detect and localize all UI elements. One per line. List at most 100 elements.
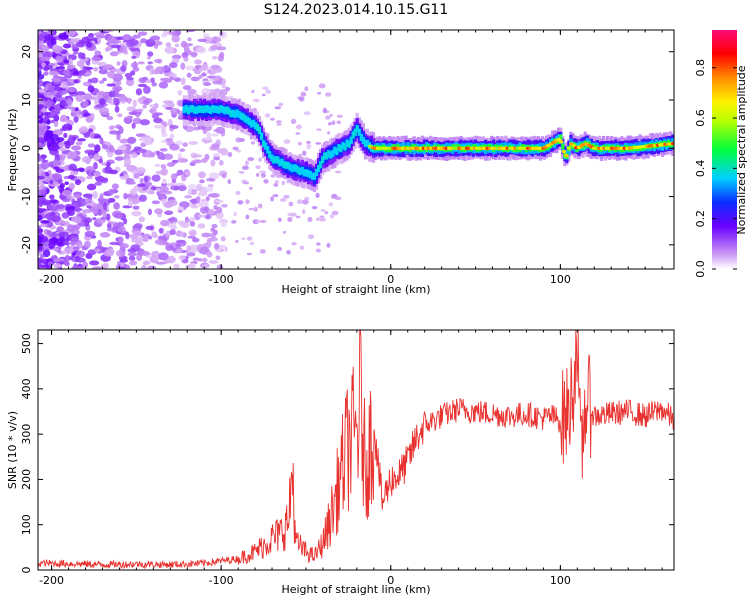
noise-blob [80, 198, 86, 202]
noise-blob [124, 264, 131, 269]
noise-blob [110, 44, 122, 49]
noise-blob [297, 141, 303, 146]
noise-blob [247, 157, 255, 162]
noise-blob [199, 200, 209, 208]
noise-blob [281, 180, 285, 186]
noise-blob [130, 244, 141, 251]
noise-blob [130, 152, 138, 159]
noise-blob [40, 56, 51, 62]
noise-blob [131, 169, 138, 175]
noise-blob [122, 34, 132, 42]
noise-blob [177, 157, 187, 163]
noise-blob [233, 211, 237, 217]
noise-blob [55, 97, 67, 101]
noise-blob [63, 260, 70, 266]
noise-blob [189, 230, 197, 237]
noise-blob [210, 227, 216, 232]
noise-blob [104, 64, 113, 69]
noise-blob [88, 154, 95, 159]
noise-blob [303, 111, 311, 116]
noise-blob [194, 59, 203, 65]
ridge-band-cell [323, 152, 327, 160]
noise-blob [123, 218, 128, 225]
noise-blob [273, 183, 279, 187]
noise-blob [307, 234, 315, 240]
noise-blob [90, 96, 97, 101]
noise-blob [257, 203, 263, 209]
noise-blob [48, 85, 55, 93]
noise-blob [127, 252, 138, 257]
ridge-band-cell [229, 110, 233, 118]
noise-blob [182, 142, 189, 147]
noise-blob [230, 220, 237, 224]
noise-blob [162, 121, 168, 128]
noise-blob [68, 54, 77, 61]
noise-blob [225, 86, 231, 92]
snr-series-line [38, 330, 674, 570]
noise-blob [290, 118, 297, 125]
noise-blob [151, 82, 158, 87]
noise-blob [66, 98, 73, 105]
noise-blob [98, 80, 105, 84]
noise-blob [64, 254, 70, 262]
noise-blob [73, 246, 80, 251]
noise-blob [258, 157, 262, 162]
noise-blob [154, 163, 161, 167]
noise-blob [169, 133, 175, 140]
noise-blob [53, 114, 60, 122]
ridge-band-cell [231, 109, 235, 117]
noise-blob [213, 76, 219, 82]
noise-blob [86, 168, 97, 177]
noise-blob [38, 186, 44, 191]
noise-blob [132, 117, 142, 124]
noise-blob [124, 72, 133, 79]
noise-blob [221, 173, 227, 179]
ridge-band-cell [304, 169, 308, 177]
noise-blob [322, 107, 328, 113]
noise-blob [86, 41, 93, 48]
noise-blob [201, 64, 209, 72]
noise-blob [162, 178, 167, 185]
noise-blob [63, 123, 71, 128]
noise-blob [311, 205, 318, 210]
ridge-band-cell [262, 139, 266, 148]
noise-blob [215, 211, 224, 220]
noise-blob [38, 67, 42, 72]
y-tick-label: 200 [20, 469, 33, 490]
noise-blob [168, 76, 175, 81]
ridge-band-cell [339, 144, 343, 153]
noise-blob [92, 190, 98, 199]
noise-blob [185, 171, 191, 176]
ridge-band-cell [274, 155, 278, 164]
noise-blob [261, 93, 266, 97]
noise-blob [169, 143, 180, 151]
ridge-band-cell [215, 105, 219, 113]
noise-blob [67, 156, 74, 160]
ridge-core-cell [563, 153, 569, 158]
noise-blob [128, 47, 140, 51]
noise-blob [71, 266, 78, 269]
ridge-band-cell [316, 164, 321, 173]
noise-blob [59, 147, 66, 152]
noise-blob [48, 70, 60, 76]
noise-blob [306, 143, 312, 150]
noise-blob [107, 197, 116, 203]
noise-blob [201, 72, 207, 77]
noise-blob [117, 113, 123, 118]
noise-blob [221, 84, 227, 89]
ridge-band-cell [259, 132, 264, 140]
noise-blob [43, 111, 51, 116]
noise-blob [157, 252, 169, 261]
ridge-band-cell [347, 140, 351, 148]
noise-blob [143, 99, 150, 106]
noise-blob [144, 150, 153, 158]
ridge-band-cell [233, 110, 237, 118]
noise-blob [99, 193, 104, 201]
noise-blob [186, 72, 192, 78]
ridge-band-cell [341, 141, 345, 150]
noise-blob [215, 255, 221, 261]
noise-blob [298, 96, 305, 102]
noise-blob [255, 219, 261, 224]
ridge-band-cell [192, 106, 197, 114]
noise-blob [288, 201, 294, 207]
